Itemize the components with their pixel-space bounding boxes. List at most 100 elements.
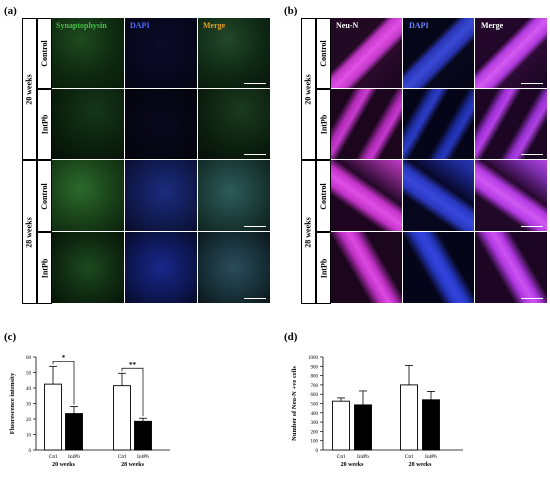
y-tick-label: 800: [311, 375, 319, 380]
merge-intpb-28w-image: [198, 232, 271, 304]
group-label-28-weeks: 28 weeks: [22, 160, 37, 304]
merge-intpb-20w-image: [198, 89, 271, 160]
dapi-control-20w-image: [403, 18, 475, 89]
scale-bar: [521, 298, 543, 299]
y-tick-label: 0: [316, 449, 319, 454]
y-axis-label: Fluorescence intensity: [9, 372, 16, 434]
synaptophysin-intpb-28w-image: [52, 232, 125, 304]
panel-label-c: (c): [4, 331, 17, 343]
dapi-intpb-20w-image: [125, 89, 198, 160]
y-axis-label: Number of Neu-N +ve cells: [291, 366, 298, 441]
row-label-intpb: IntPb: [316, 89, 331, 160]
y-tick-label: 10: [26, 434, 32, 439]
y-tick-label: 60: [26, 356, 32, 361]
neun-control-28w-image: [331, 160, 403, 232]
column-header-synaptophysin: Synaptophysin: [56, 21, 107, 30]
merge-control-20w-image: [198, 18, 271, 89]
row-label-control: Control: [316, 18, 331, 89]
bar: [134, 420, 152, 451]
row-label-intpb: IntPb: [37, 232, 52, 304]
category-label: IntPb: [137, 454, 149, 460]
panel-label-b: (b): [284, 5, 298, 17]
row-label-intpb: IntPb: [37, 89, 52, 160]
neun-control-20w-image: [331, 18, 403, 89]
group-label: 28 weeks: [121, 462, 144, 468]
significance-bracket: [52, 360, 75, 405]
category-label: IntPb: [68, 454, 80, 460]
group-label: 28 weeks: [409, 462, 432, 468]
neun-intpb-28w-image: [331, 232, 403, 304]
y-tick-label: 500: [311, 403, 319, 408]
panel-label-d: (d): [284, 331, 298, 343]
significance-bracket: [121, 367, 144, 417]
row-label-control: Control: [37, 18, 52, 89]
column-header-neun: Neu-N: [336, 21, 359, 30]
dapi-intpb-20w-image: [403, 89, 475, 160]
merge-intpb-28w-image: [475, 232, 548, 304]
scale-bar: [521, 83, 543, 84]
y-tick-label: 20: [26, 418, 32, 423]
column-header-merge: Merge: [203, 21, 226, 30]
category-label: Ctrl: [405, 454, 414, 460]
y-tick-label: 900: [311, 365, 319, 370]
scale-bar: [244, 154, 266, 155]
category-label: IntPb: [357, 454, 369, 460]
y-tick-label: 30: [26, 403, 32, 408]
bar: [113, 385, 131, 451]
y-tick-label: 0: [29, 449, 32, 454]
dapi-control-20w-image: [125, 18, 198, 89]
chart-fluorescence-intensity: 0 10 20 30 40 50 60 Fluorescence intensity Ctrl I…: [9, 354, 170, 468]
bar: [422, 399, 440, 451]
scale-bar: [521, 154, 543, 155]
y-tick-label: 600: [311, 393, 319, 398]
synaptophysin-control-28w-image: [52, 160, 125, 232]
merge-control-28w-image: [475, 160, 548, 232]
dapi-control-28w-image: [403, 160, 475, 232]
category-label: Ctrl: [337, 454, 346, 460]
merge-control-28w-image: [198, 160, 271, 232]
synaptophysin-control-20w-image: [52, 18, 125, 89]
neun-intpb-20w-image: [331, 89, 403, 160]
y-tick-label: 400: [311, 412, 319, 417]
synaptophysin-intpb-20w-image: [52, 89, 125, 160]
group-label: 20 weeks: [52, 462, 75, 468]
y-tick-label: 300: [311, 421, 319, 426]
category-label: IntPb: [425, 454, 437, 460]
column-header-dapi: DAPI: [409, 21, 429, 30]
scale-bar: [244, 83, 266, 84]
y-tick-label: 50: [26, 372, 32, 377]
y-tick-label: 1000: [308, 356, 319, 361]
row-label-control: Control: [37, 160, 52, 232]
dapi-control-28w-image: [125, 160, 198, 232]
column-header-merge: Merge: [481, 21, 504, 30]
group-label-28-weeks: 28 weeks: [301, 160, 316, 304]
y-tick-label: 700: [311, 384, 319, 389]
merge-intpb-20w-image: [475, 89, 548, 160]
panel-label-a: (a): [4, 5, 17, 17]
bar: [44, 383, 62, 451]
scale-bar: [521, 226, 543, 227]
panel-b-micrograph-grid: 20 weeks 28 weeks Control IntPb Control …: [301, 18, 548, 304]
bar: [332, 400, 350, 451]
chart-neun-cell-count: 0 100 200 300 400 500 600 700 800 900 1000 Number o…: [291, 356, 463, 468]
y-tick-label: 200: [311, 430, 319, 435]
significance-marker: **: [129, 361, 137, 369]
y-tick-label: 40: [26, 387, 32, 392]
group-label-20-weeks: 20 weeks: [301, 18, 316, 160]
bar: [65, 413, 83, 451]
bar: [400, 384, 418, 451]
dapi-intpb-28w-image: [125, 232, 198, 304]
group-label-20-weeks: 20 weeks: [22, 18, 37, 160]
significance-marker: *: [62, 354, 66, 362]
group-label: 20 weeks: [341, 462, 364, 468]
panel-a-micrograph-grid: 20 weeks 28 weeks Control IntPb Control …: [22, 18, 271, 304]
row-label-control: Control: [316, 160, 331, 232]
column-header-dapi: DAPI: [130, 21, 150, 30]
scale-bar: [244, 226, 266, 227]
merge-control-20w-image: [475, 18, 548, 89]
category-label: Ctrl: [118, 454, 127, 460]
y-tick-label: 100: [311, 440, 319, 445]
scale-bar: [244, 298, 266, 299]
dapi-intpb-28w-image: [403, 232, 475, 304]
category-label: Ctrl: [49, 454, 58, 460]
